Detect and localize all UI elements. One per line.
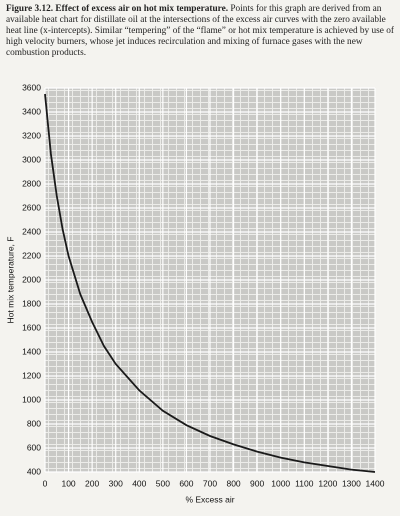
- y-tick-label: 1600: [22, 322, 41, 332]
- x-tick-label: 1200: [318, 478, 337, 488]
- x-tick-label: 200: [85, 478, 99, 488]
- x-tick-label: 900: [250, 478, 264, 488]
- caption-heading: Effect of excess air on hot mix temperat…: [55, 4, 229, 14]
- y-tick-label: 3200: [22, 130, 41, 140]
- y-tick-label: 600: [27, 442, 41, 452]
- y-tick-label: 1400: [22, 346, 41, 356]
- y-tick-label: 2000: [22, 274, 41, 284]
- y-tick-label: 2200: [22, 250, 41, 260]
- y-tick-label: 400: [27, 466, 41, 476]
- y-tick-label: 2400: [22, 226, 41, 236]
- caption: Figure 3.12. Effect of excess air on hot…: [6, 4, 394, 59]
- x-axis-label: % Excess air: [185, 494, 234, 504]
- x-tick-label: 1100: [295, 478, 314, 488]
- x-tick-label: 0: [43, 478, 48, 488]
- y-tick-label: 3400: [22, 106, 41, 116]
- x-tick-label: 300: [109, 478, 123, 488]
- x-tick-label: 400: [132, 478, 146, 488]
- y-tick-label: 800: [27, 418, 41, 428]
- y-axis-label: Hot mix temperature, F: [5, 237, 15, 324]
- y-tick-label: 3000: [22, 154, 41, 164]
- y-tick-label: 1000: [22, 394, 41, 404]
- x-tick-label: 500: [156, 478, 170, 488]
- y-tick-label: 2800: [22, 178, 41, 188]
- x-tick-label: 100: [61, 478, 75, 488]
- x-tick-label: 1400: [366, 478, 385, 488]
- caption-label: Figure 3.12.: [6, 4, 54, 14]
- y-tick-label: 1200: [22, 370, 41, 380]
- x-tick-label: 1300: [342, 478, 361, 488]
- data-line: [44, 93, 376, 473]
- y-tick-label: 1800: [22, 298, 41, 308]
- x-tick-label: 1000: [271, 478, 290, 488]
- x-tick-label: 700: [203, 478, 217, 488]
- caption-text: Points for this graph are derived from a…: [6, 4, 394, 58]
- x-tick-label: 800: [226, 478, 240, 488]
- y-tick-label: 3600: [22, 82, 41, 92]
- x-tick-label: 600: [179, 478, 193, 488]
- y-tick-label: 2600: [22, 202, 41, 212]
